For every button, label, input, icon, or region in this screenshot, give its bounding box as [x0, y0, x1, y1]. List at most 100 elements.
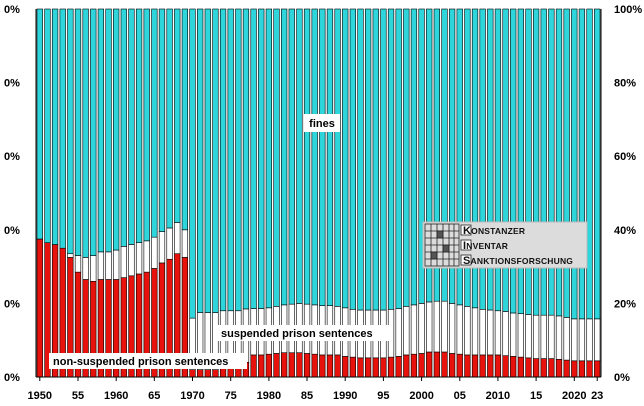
logo-line-2: INVENTAR — [463, 240, 508, 252]
bar-non-suspended-1980 — [265, 353, 272, 378]
bar-fines-1975 — [227, 8, 234, 312]
bar-fines-2012 — [510, 8, 517, 314]
bar-fines-1987 — [319, 8, 326, 306]
bar-fines-1999 — [410, 8, 418, 306]
bar-suspended-1969 — [181, 229, 189, 258]
bar-suspended-1963 — [135, 242, 143, 275]
bar-non-suspended-2001 — [426, 351, 433, 378]
bar-suspended-1959 — [105, 251, 112, 280]
non-suspended-label: non-suspended prison sentences — [49, 353, 247, 369]
bar-suspended-2022 — [586, 318, 593, 362]
bar-fines-2002 — [433, 8, 440, 302]
bar-suspended-1999 — [410, 304, 418, 355]
bar-non-suspended-1950 — [36, 238, 43, 378]
konstanzer-inventar-logo: KONSTANZER INVENTAR SANKTIONSFORSCHUNG — [422, 221, 588, 269]
bar-suspended-1956 — [82, 257, 89, 280]
bar-suspended-1968 — [174, 222, 181, 255]
bar-suspended-1961 — [120, 246, 127, 278]
bar-fines-1983 — [288, 8, 295, 305]
bar-suspended-2021 — [578, 318, 586, 362]
bar-suspended-2011 — [502, 311, 509, 356]
bar-non-suspended-1994 — [372, 357, 379, 378]
x-tick-label: 1980 — [257, 390, 281, 402]
bar-fines-1986 — [311, 8, 318, 306]
bar-fines-2023 — [594, 8, 601, 320]
x-axis-ticks: 1950 55 1960 65 1970 75 1980 85 1990 95 2000 05 2010… — [28, 377, 603, 402]
y-tick-left-label: 0% — [4, 372, 20, 384]
bar-fines-1951 — [44, 8, 51, 243]
bar-fines-1958 — [97, 8, 105, 253]
bar-fines-1957 — [90, 8, 97, 256]
bar-suspended-1954 — [67, 253, 74, 258]
x-tick-label: 1960 — [104, 390, 128, 402]
bar-non-suspended-1986 — [311, 353, 318, 378]
logo-grid-icon — [424, 223, 460, 267]
bar-non-suspended-2008 — [479, 354, 486, 378]
bar-non-suspended-1976 — [235, 367, 242, 378]
bar-non-suspended-1997 — [395, 356, 402, 378]
x-tick-label: 85 — [301, 390, 313, 402]
bar-fines-2008 — [479, 8, 486, 310]
bar-fines-1950 — [36, 8, 43, 240]
bar-fines-1965 — [151, 8, 158, 238]
bar-fines-1990 — [342, 8, 349, 309]
bar-non-suspended-2013 — [517, 356, 524, 378]
bar-non-suspended-1991 — [349, 356, 356, 378]
bar-non-suspended-2007 — [471, 354, 479, 378]
x-tick-label: 2000 — [409, 390, 433, 402]
bar-non-suspended-1983 — [288, 352, 295, 378]
bar-non-suspended-2020 — [571, 360, 578, 378]
bar-suspended-2013 — [517, 313, 524, 358]
bar-non-suspended-1972 — [204, 369, 211, 378]
bar-suspended-2014 — [525, 314, 532, 359]
y-axis-right-ticks: 0% 20% 40% 60% 80% 100% — [614, 4, 642, 384]
bar-non-suspended-2000 — [418, 353, 425, 378]
bar-non-suspended-2019 — [563, 359, 570, 378]
bar-suspended-1967 — [166, 227, 173, 260]
bar-fines-2003 — [441, 8, 448, 302]
bar-non-suspended-1971 — [197, 369, 204, 378]
bar-fines-1955 — [74, 8, 82, 256]
bar-fines-1978 — [250, 8, 257, 309]
bar-non-suspended-2022 — [586, 360, 593, 378]
bar-fines-1973 — [212, 8, 219, 313]
bar-non-suspended-2005 — [456, 353, 463, 378]
bar-fines-1992 — [357, 8, 364, 311]
bar-non-suspended-2009 — [487, 354, 494, 378]
bar-fines-1982 — [281, 8, 288, 306]
bar-suspended-1955 — [74, 255, 82, 273]
bar-non-suspended-1981 — [273, 353, 280, 378]
bar-non-suspended-1998 — [403, 354, 410, 378]
bar-non-suspended-1993 — [364, 357, 372, 378]
bar-fines-1954 — [67, 8, 74, 255]
bar-fines-2000 — [418, 8, 425, 304]
bar-fines-1984 — [296, 8, 303, 304]
bar-fines-1993 — [364, 8, 372, 311]
bar-non-suspended-2011 — [502, 355, 509, 378]
bar-suspended-2008 — [479, 308, 486, 356]
bar-suspended-1998 — [403, 306, 410, 356]
bar-fines-1968 — [174, 8, 181, 223]
bar-non-suspended-1984 — [296, 352, 303, 378]
bar-non-suspended-2012 — [510, 356, 517, 378]
x-tick-label: 75 — [225, 390, 237, 402]
bar-non-suspended-1985 — [303, 353, 311, 378]
bar-non-suspended-1988 — [326, 354, 334, 378]
bar-fines-2001 — [426, 8, 433, 303]
bar-fines-1980 — [265, 8, 272, 309]
bar-fines-2016 — [540, 8, 547, 316]
bar-suspended-1962 — [128, 244, 135, 277]
bar-non-suspended-2010 — [494, 354, 502, 378]
bar-fines-1959 — [105, 8, 112, 253]
bar-suspended-2017 — [548, 314, 555, 359]
bar-fines-2017 — [548, 8, 555, 316]
bar-suspended-2005 — [456, 304, 463, 355]
bar-non-suspended-2017 — [548, 358, 555, 378]
bar-fines-1960 — [113, 8, 120, 251]
bar-suspended-2003 — [441, 300, 448, 353]
bar-suspended-2016 — [540, 314, 547, 359]
bar-fines-1967 — [166, 8, 173, 229]
bar-suspended-2019 — [563, 317, 570, 361]
bar-non-suspended-1973 — [212, 369, 219, 378]
